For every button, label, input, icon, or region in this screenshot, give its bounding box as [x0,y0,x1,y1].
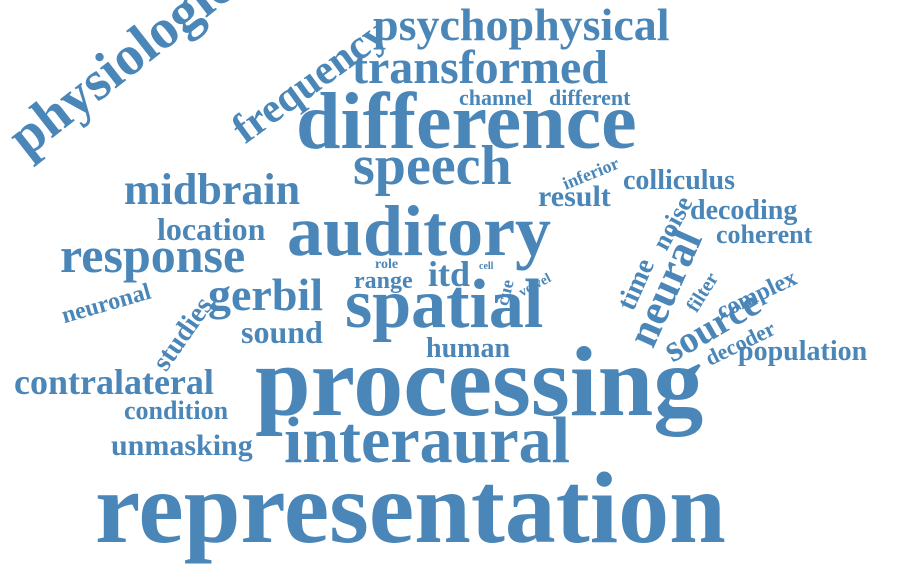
word-transformed: transformed [352,41,608,94]
word-midbrain: midbrain [124,165,301,214]
word-physiological: physiological [0,0,280,169]
word-response: response [60,227,246,283]
word-coherent: coherent [716,220,813,249]
word-auditory: auditory [287,191,552,271]
word-psychophysical: psychophysical [373,0,670,50]
word-location: location [157,211,266,247]
word-interaural: interaural [284,404,570,477]
word-spatial: spatial [345,266,544,343]
word-human: human [426,333,511,364]
word-channel: channel [459,85,533,110]
word-role: role [375,257,399,272]
word-gerbil: gerbil [208,269,323,320]
word-contralateral: contralateral [14,362,214,402]
word-condition: condition [124,396,229,425]
word-cell: cell [479,261,494,272]
word-colliculus: colliculus [623,165,736,196]
word-neuronal: neuronal [58,278,154,330]
word-different: different [549,85,631,110]
word-difference: difference [296,78,637,166]
word-representation: representation [95,452,726,564]
word-sound: sound [241,314,323,350]
word-processing: processing [255,326,704,437]
word-result: result [538,180,611,213]
word-decoding: decoding [690,195,798,226]
word-unmasking: unmasking [111,429,253,462]
word-itd: itd [428,254,471,294]
word-population: population [738,336,868,367]
word-speech: speech [353,135,512,197]
word-range: range [354,268,413,294]
